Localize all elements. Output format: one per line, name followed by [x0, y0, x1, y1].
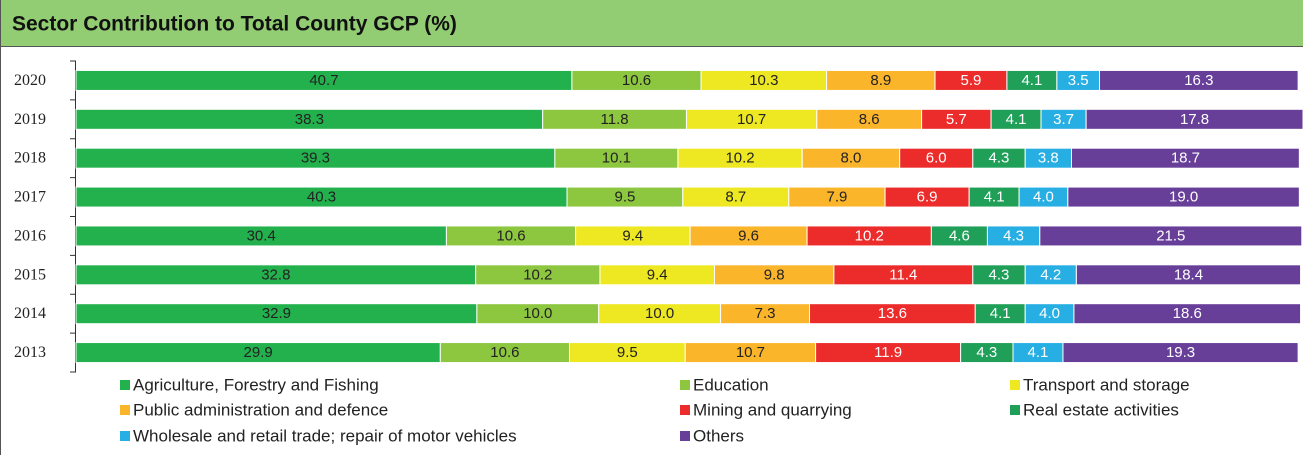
legend-label: Education: [693, 376, 769, 395]
data-label: 9.4: [647, 266, 668, 283]
data-label: 11.8: [601, 111, 629, 128]
legend-label: Public administration and defence: [133, 401, 388, 420]
data-label: 29.9: [244, 344, 273, 361]
data-label: 4.3: [1003, 227, 1024, 244]
data-label: 10.6: [622, 72, 651, 89]
bar-segment: [1067, 186, 1300, 208]
data-label: 4.0: [1039, 305, 1060, 322]
bar-segment: [1075, 264, 1302, 286]
data-label: 17.8: [1180, 111, 1209, 128]
data-label: 9.8: [764, 266, 785, 283]
data-label: 18.6: [1173, 305, 1202, 322]
data-label: 8.9: [870, 72, 891, 89]
data-label: 4.1: [1006, 111, 1027, 128]
y-tick-label: 2016: [14, 227, 46, 244]
data-label: 5.9: [961, 72, 982, 89]
data-label: 4.0: [1033, 189, 1054, 206]
bar-segment: [1099, 69, 1299, 91]
bar-segment: [1039, 225, 1303, 247]
legend-swatch: [1010, 380, 1020, 390]
data-label: 8.7: [725, 189, 746, 206]
data-label: 5.7: [946, 111, 967, 128]
data-label: 8.6: [859, 111, 880, 128]
legend-swatch: [680, 380, 690, 390]
y-tick-label: 2017: [14, 189, 46, 206]
data-label: 40.3: [307, 189, 336, 206]
data-label: 3.8: [1038, 150, 1059, 167]
data-label: 13.6: [878, 305, 907, 322]
data-label: 6.9: [917, 189, 938, 206]
data-label: 10.7: [736, 344, 765, 361]
data-label: 6.0: [926, 150, 947, 167]
data-label: 3.5: [1068, 72, 1089, 89]
data-label: 39.3: [301, 150, 330, 167]
data-label: 40.7: [309, 72, 338, 89]
data-label: 4.3: [976, 344, 997, 361]
data-label: 3.7: [1053, 111, 1074, 128]
bar-segment: [1070, 147, 1300, 169]
data-label: 7.3: [755, 305, 776, 322]
data-label: 10.2: [855, 227, 884, 244]
data-label: 9.4: [622, 227, 643, 244]
y-tick-label: 2015: [14, 266, 46, 283]
bar-segment: [1062, 342, 1299, 364]
legend-swatch: [680, 405, 690, 415]
data-label: 18.4: [1174, 266, 1203, 283]
data-label: 10.3: [749, 72, 778, 89]
data-label: 10.0: [645, 305, 674, 322]
data-label: 16.3: [1184, 72, 1213, 89]
data-label: 4.3: [989, 266, 1010, 283]
data-label: 7.9: [827, 189, 848, 206]
data-label: 4.3: [989, 150, 1010, 167]
data-label: 32.8: [261, 266, 290, 283]
legend-swatch: [120, 431, 130, 441]
data-label: 8.0: [841, 150, 862, 167]
data-label: 10.2: [725, 150, 754, 167]
data-label: 11.9: [874, 344, 902, 361]
title-bar: [0, 0, 1303, 46]
legend-swatch: [120, 380, 130, 390]
data-label: 4.1: [1028, 344, 1049, 361]
legend-swatch: [680, 431, 690, 441]
y-tick-label: 2018: [14, 150, 46, 167]
legend-label: Transport and storage: [1023, 376, 1190, 395]
data-label: 10.7: [737, 111, 766, 128]
legend-swatch: [1010, 405, 1020, 415]
data-label: 4.1: [1021, 72, 1042, 89]
data-label: 9.6: [738, 227, 759, 244]
legend-label: Agriculture, Forestry and Fishing: [133, 376, 379, 395]
data-label: 18.7: [1171, 150, 1200, 167]
data-label: 10.1: [602, 150, 631, 167]
legend-label: Others: [693, 427, 744, 446]
data-label: 21.5: [1156, 227, 1185, 244]
data-label: 4.1: [990, 305, 1011, 322]
y-tick-label: 2014: [14, 305, 46, 322]
chart-title: Sector Contribution to Total County GCP …: [12, 13, 457, 36]
data-label: 10.6: [490, 344, 519, 361]
data-label: 11.4: [889, 266, 917, 283]
data-label: 10.2: [523, 266, 552, 283]
data-label: 19.0: [1169, 189, 1198, 206]
legend-label: Wholesale and retail trade; repair of mo…: [133, 427, 517, 446]
data-label: 38.3: [295, 111, 324, 128]
data-label: 19.3: [1166, 344, 1195, 361]
bar-segment: [1073, 303, 1302, 325]
data-label: 10.6: [496, 227, 525, 244]
data-label: 10.0: [523, 305, 552, 322]
y-tick-label: 2019: [14, 111, 46, 128]
data-label: 9.5: [617, 344, 638, 361]
data-label: 9.5: [614, 189, 635, 206]
y-tick-label: 2013: [14, 344, 46, 361]
data-label: 30.4: [247, 227, 276, 244]
data-label: 32.9: [262, 305, 291, 322]
legend-swatch: [120, 405, 130, 415]
data-label: 4.1: [984, 189, 1005, 206]
data-label: 4.6: [949, 227, 970, 244]
y-tick-label: 2020: [14, 72, 46, 89]
legend-label: Real estate activities: [1023, 401, 1179, 420]
data-label: 4.2: [1040, 266, 1061, 283]
legend-label: Mining and quarrying: [693, 401, 852, 420]
